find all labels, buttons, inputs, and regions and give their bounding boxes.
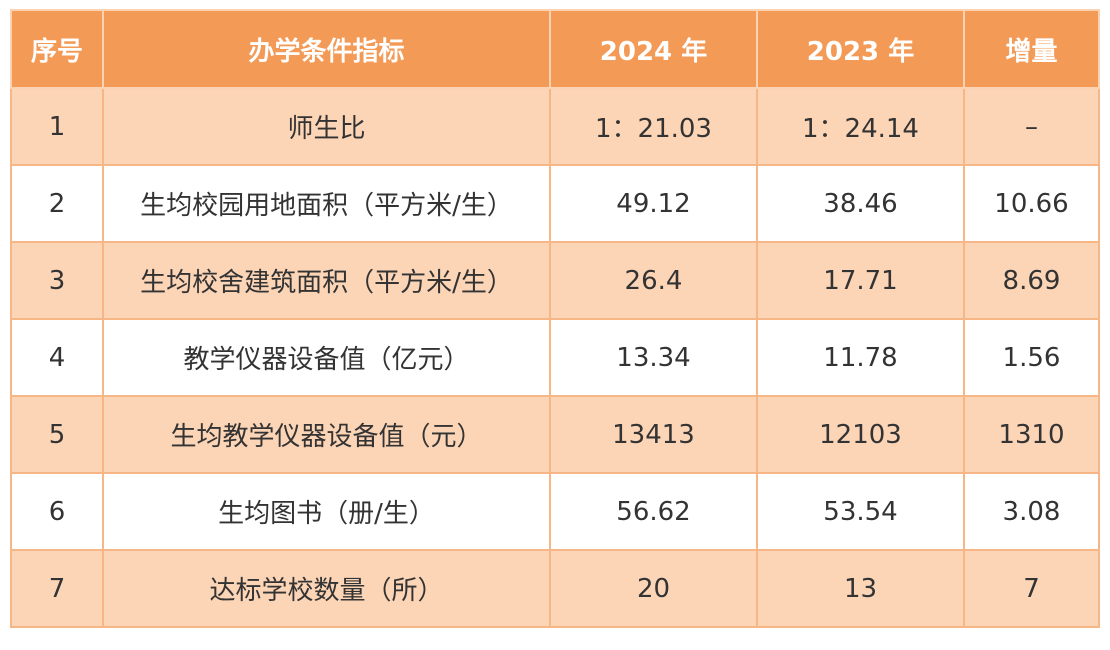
cell-indicator: 教学仪器设备值（亿元）: [102, 318, 551, 397]
cell-indicator: 师生比: [102, 87, 551, 166]
cell-increase: 8.69: [963, 241, 1100, 320]
cell-indicator: 生均教学仪器设备值（元）: [102, 395, 551, 474]
cell-indicator: 生均校舍建筑面积（平方米/生）: [102, 241, 551, 320]
indicators-table-container: 序号 办学条件指标 2024 年 2023 年 增量 1 师生比 1：21.03…: [10, 9, 1100, 628]
cell-2024: 49.12: [549, 164, 758, 243]
cell-index: 4: [10, 318, 104, 397]
cell-index: 2: [10, 164, 104, 243]
cell-2024: 56.62: [549, 472, 758, 551]
cell-increase: 10.66: [963, 164, 1100, 243]
cell-2023: 11.78: [756, 318, 965, 397]
cell-2024: 13.34: [549, 318, 758, 397]
cell-2024: 26.4: [549, 241, 758, 320]
cell-2023: 53.54: [756, 472, 965, 551]
cell-indicator: 达标学校数量（所）: [102, 549, 551, 628]
cell-increase: 7: [963, 549, 1100, 628]
cell-index: 6: [10, 472, 104, 551]
table-row: 7 达标学校数量（所） 20 13 7: [10, 549, 1100, 628]
cell-indicator: 生均校园用地面积（平方米/生）: [102, 164, 551, 243]
cell-2024: 1：21.03: [549, 87, 758, 166]
cell-increase: 1310: [963, 395, 1100, 474]
cell-index: 7: [10, 549, 104, 628]
table-row: 1 师生比 1：21.03 1：24.14 –: [10, 87, 1100, 166]
cell-2023: 13: [756, 549, 965, 628]
table-row: 2 生均校园用地面积（平方米/生） 49.12 38.46 10.66: [10, 164, 1100, 243]
cell-index: 5: [10, 395, 104, 474]
cell-increase: 3.08: [963, 472, 1100, 551]
cell-indicator: 生均图书（册/生）: [102, 472, 551, 551]
table-row: 4 教学仪器设备值（亿元） 13.34 11.78 1.56: [10, 318, 1100, 397]
header-year-2023: 2023 年: [756, 9, 965, 89]
cell-2023: 1：24.14: [756, 87, 965, 166]
cell-increase: –: [963, 87, 1100, 166]
cell-2023: 17.71: [756, 241, 965, 320]
header-indicator: 办学条件指标: [102, 9, 551, 89]
school-conditions-table: 序号 办学条件指标 2024 年 2023 年 增量 1 师生比 1：21.03…: [10, 9, 1100, 628]
header-increase: 增量: [963, 9, 1100, 89]
cell-2024: 20: [549, 549, 758, 628]
cell-2023: 38.46: [756, 164, 965, 243]
table-header-row: 序号 办学条件指标 2024 年 2023 年 增量: [10, 9, 1100, 89]
cell-index: 1: [10, 87, 104, 166]
header-index: 序号: [10, 9, 104, 89]
table-row: 3 生均校舍建筑面积（平方米/生） 26.4 17.71 8.69: [10, 241, 1100, 320]
cell-2023: 12103: [756, 395, 965, 474]
header-year-2024: 2024 年: [549, 9, 758, 89]
table-row: 6 生均图书（册/生） 56.62 53.54 3.08: [10, 472, 1100, 551]
cell-2024: 13413: [549, 395, 758, 474]
table-row: 5 生均教学仪器设备值（元） 13413 12103 1310: [10, 395, 1100, 474]
cell-index: 3: [10, 241, 104, 320]
cell-increase: 1.56: [963, 318, 1100, 397]
